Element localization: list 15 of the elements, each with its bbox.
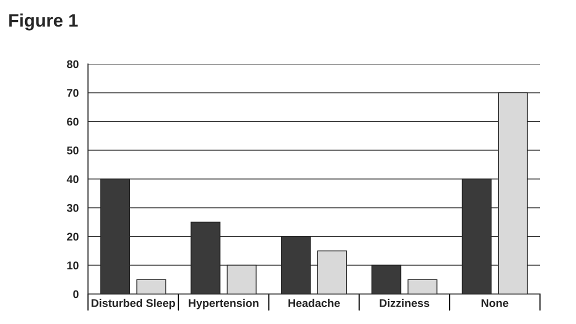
x-tick-label: Hypertension <box>188 298 258 310</box>
y-tick-label: 60 <box>67 118 79 126</box>
y-tick-label: 10 <box>67 262 79 270</box>
y-tick-label: 80 <box>66 60 79 68</box>
y-tick-label: 50 <box>66 146 79 154</box>
y-tick-label: 0 <box>73 290 79 298</box>
x-tick-label: Disturbed Sleep <box>92 298 176 310</box>
y-tick-label: 40 <box>66 175 79 184</box>
x-tick-label: None <box>482 299 508 308</box>
x-tick-label: Headache <box>288 298 340 308</box>
y-tick-label: 20 <box>67 232 79 241</box>
y-tick-label: 70 <box>67 89 79 97</box>
chart-title: Figure 1 <box>9 14 78 30</box>
y-tick-label: 30 <box>66 204 79 212</box>
x-tick-label: Dizziness <box>380 298 430 308</box>
